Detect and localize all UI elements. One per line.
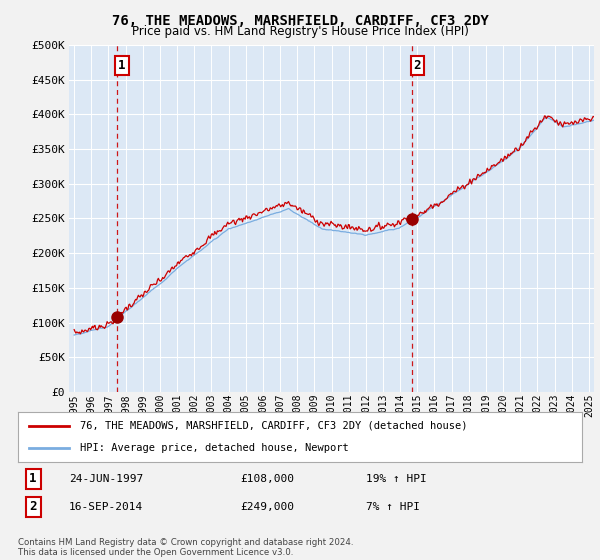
Text: 16-SEP-2014: 16-SEP-2014 (69, 502, 143, 512)
Text: £249,000: £249,000 (240, 502, 294, 512)
Text: 2: 2 (414, 59, 421, 72)
Text: 1: 1 (118, 59, 125, 72)
Text: 7% ↑ HPI: 7% ↑ HPI (366, 502, 420, 512)
Text: 19% ↑ HPI: 19% ↑ HPI (366, 474, 427, 484)
Text: Price paid vs. HM Land Registry's House Price Index (HPI): Price paid vs. HM Land Registry's House … (131, 25, 469, 38)
Text: Contains HM Land Registry data © Crown copyright and database right 2024.
This d: Contains HM Land Registry data © Crown c… (18, 538, 353, 557)
Text: 76, THE MEADOWS, MARSHFIELD, CARDIFF, CF3 2DY (detached house): 76, THE MEADOWS, MARSHFIELD, CARDIFF, CF… (80, 421, 467, 431)
Text: HPI: Average price, detached house, Newport: HPI: Average price, detached house, Newp… (80, 443, 349, 453)
Text: 2: 2 (29, 500, 37, 514)
Text: 24-JUN-1997: 24-JUN-1997 (69, 474, 143, 484)
Text: 1: 1 (29, 472, 37, 486)
Text: £108,000: £108,000 (240, 474, 294, 484)
Text: 76, THE MEADOWS, MARSHFIELD, CARDIFF, CF3 2DY: 76, THE MEADOWS, MARSHFIELD, CARDIFF, CF… (112, 14, 488, 28)
